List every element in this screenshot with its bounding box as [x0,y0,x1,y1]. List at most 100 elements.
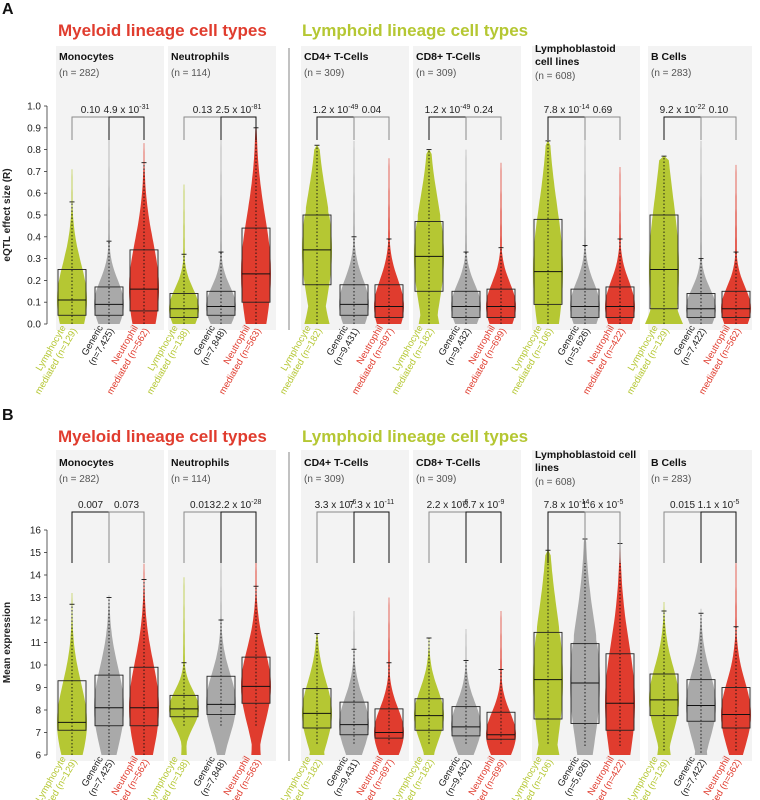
p-value-label: 7.8 x 10-14 [544,104,590,116]
y-tick-label: 6 [35,751,41,762]
violin-neut [486,162,516,324]
p-value-exponent: -6 [462,499,468,506]
iqr-box [605,653,635,731]
iqr-box [129,249,159,312]
iqr-box [206,675,236,715]
y-tick-label: 0.9 [27,123,41,134]
cell-type-n: (n = 282) [59,474,99,485]
p-value-label: 2.5 x 10-81 [216,104,262,116]
p-value-label: 0.24 [474,105,494,116]
cell-type-name: CD8+ T-Cells [416,457,481,469]
p-value-base: 2.5 x 10 [216,105,252,116]
violin-generic [451,149,481,324]
significance-bracket [353,116,390,140]
y-tick-label: 14 [30,571,42,582]
p-value-label: 1.6 x 10-5 [582,499,624,511]
iqr-box [129,666,159,727]
p-value-base: 7.3 x 10 [349,500,385,511]
y-tick-label: 0.8 [27,145,41,156]
violin-generic [339,140,369,324]
group-label: Lymphocytemediated (n=129) [23,321,79,397]
group-label: Lymphocytemediated (n=182) [268,321,324,397]
iqr-box [241,227,271,303]
p-value-base: 1.2 x 10 [313,105,349,116]
panel-letter: A [2,1,14,18]
p-value-label: 7.3 x 10-11 [349,499,394,511]
cell-type-n: (n = 309) [416,474,456,485]
p-value-label: 0.013 [190,500,215,511]
iqr-box [721,687,751,729]
significance-bracket [465,511,502,563]
p-value-base: 6.7 x 10 [463,500,499,511]
violin-generic [94,132,124,324]
iqr-box [721,290,751,318]
cell-type-n: (n = 309) [304,68,344,79]
p-value-base: 2.2 x 10 [427,500,463,511]
violin-lymph [649,602,679,755]
y-axis-label: eQTL effect size (R) [2,168,13,261]
p-value-base: 3.3 x 10 [315,500,351,511]
y-tick-label: 0.5 [27,211,41,222]
iqr-box [649,673,679,717]
y-tick-label: 0.3 [27,254,41,265]
p-value-label: 0.10 [709,105,729,116]
iqr-box [451,290,481,318]
p-value-label: 2.2 x 10-28 [216,499,262,511]
p-value-base: 0.04 [362,105,382,116]
cell-type-name: B Cells [651,51,687,63]
iqr-box [686,293,716,318]
p-value-label: 1.1 x 10-5 [698,499,740,511]
iqr-box [169,293,199,318]
iqr-box [486,288,516,318]
iqr-box [339,284,369,316]
violin-generic [570,138,600,324]
iqr-box [302,688,332,729]
violin-generic [570,536,600,755]
p-value-base: 0.69 [593,105,613,116]
significance-bracket [353,511,390,563]
iqr-box [94,286,124,316]
lymphoid-title: Lymphoid lineage cell types [302,427,528,446]
violin-neut [241,545,271,755]
violin-neut [721,164,751,324]
p-value-exponent: -31 [139,104,149,111]
p-value-label: 1.2 x 10-49 [313,104,359,116]
cell-type-name: Lymphoblastoid cell [535,449,636,461]
y-tick-label: 7 [35,728,41,739]
iqr-box [533,218,563,305]
group-label: Lymphocytemediated (n=182) [268,752,324,800]
p-value-base: 7.8 x 10 [544,105,580,116]
p-value-base: 0.007 [78,500,103,511]
y-tick-label: 1.0 [27,102,41,113]
cell-type-n: (n = 309) [416,68,456,79]
panel-A: A Myeloid lineage cell types Lymphoid line… [2,1,752,397]
significance-bracket [465,116,502,140]
p-value-label: 3.3 x 10-6 [315,499,357,511]
violin-neut [129,143,159,324]
p-value-base: 2.2 x 10 [216,500,252,511]
y-tick-label: 0.0 [27,320,41,331]
p-value-base: 0.10 [81,105,101,116]
cell-panel-1: Neutrophils(n = 114)Lymphocytemediated (… [145,450,276,800]
panel-B: B Myeloid lineage cell types Lymphoid line… [2,407,752,800]
cell-type-name: CD8+ T-Cells [416,51,481,63]
cell-type-n: (n = 309) [304,474,344,485]
cell-type-n: (n = 282) [59,68,99,79]
violin-generic [686,140,716,324]
y-tick-label: 12 [30,616,42,627]
y-tick-label: 0.1 [27,298,41,309]
y-tick-label: 16 [30,526,42,537]
p-value-exponent: -49 [460,104,470,111]
significance-bracket [220,116,257,140]
iqr-box [570,643,600,724]
p-value-base: 0.073 [114,500,139,511]
p-value-label: 0.10 [81,105,101,116]
cell-type-n: (n = 114) [171,474,211,485]
p-value-base: 0.013 [190,500,215,511]
p-value-base: 4.9 x 10 [104,105,140,116]
iqr-box [451,706,481,737]
iqr-box [374,284,404,318]
p-value-base: 0.10 [709,105,729,116]
iqr-box [57,680,87,731]
